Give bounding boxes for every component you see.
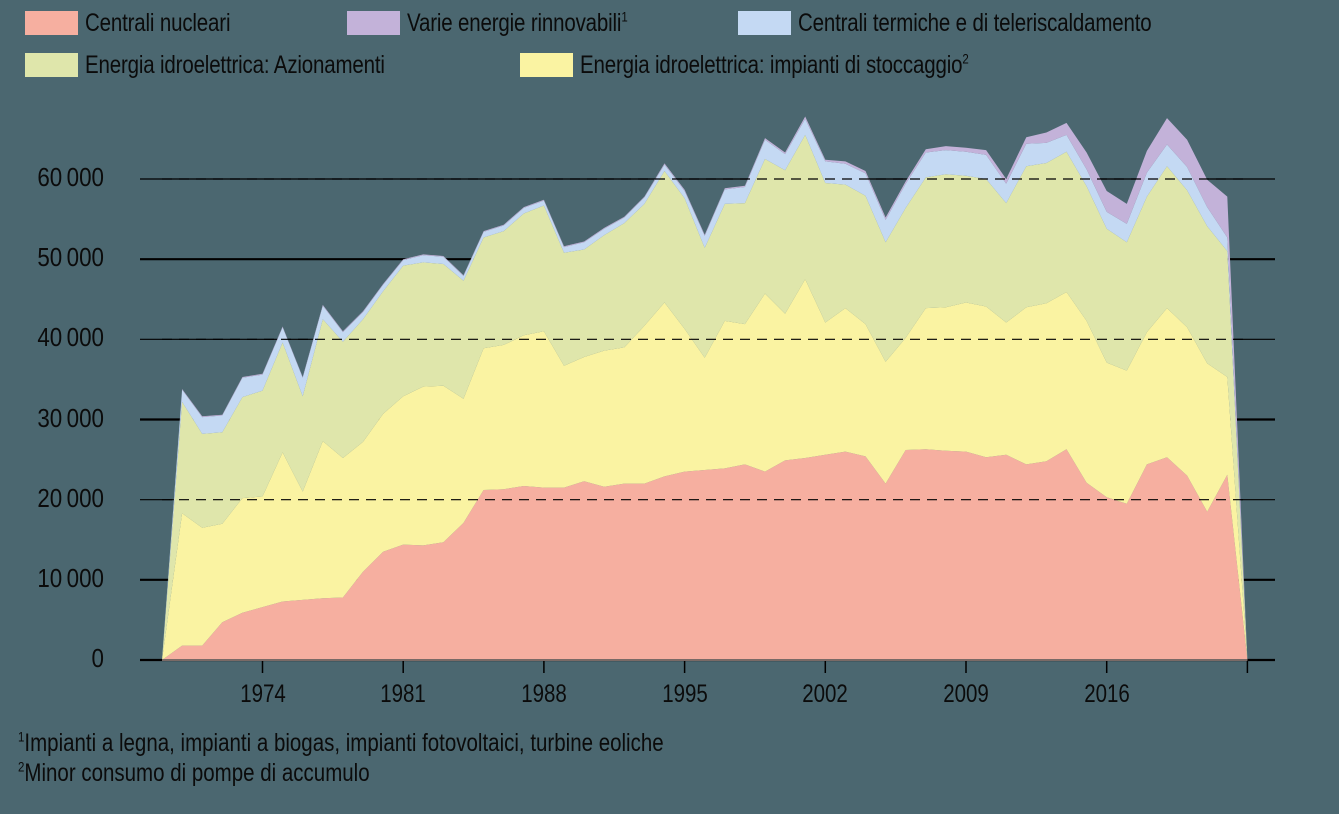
y-tick-label: 0: [91, 643, 104, 673]
legend: Centrali nucleari Varie energie rinnovab…: [0, 0, 1339, 90]
legend-item-renewables: Varie energie rinnovabili1: [347, 5, 676, 41]
y-tick-label: 50 000: [37, 242, 104, 273]
legend-item-thermal: Centrali termiche e di teleriscaldamento: [738, 5, 1229, 41]
x-tick-label: 1988: [521, 680, 567, 708]
y-tick-label: 10 000: [37, 562, 104, 593]
legend-item-run-of-river: Energia idroelettrica: Azionamenti: [25, 47, 451, 83]
legend-label: Centrali termiche e di teleriscaldamento: [798, 8, 1152, 37]
legend-item-storage: Energia idroelettrica: impianti di stocc…: [520, 47, 1054, 83]
y-tick-label: 20 000: [37, 482, 104, 513]
legend-swatch-run-of-river: [25, 53, 78, 77]
area-storage: [162, 279, 1248, 660]
legend-label: Varie energie rinnovabili1: [407, 8, 628, 37]
x-tick-label: 2016: [1083, 680, 1130, 708]
legend-label: Centrali nucleari: [85, 8, 231, 37]
x-tick-label: 2009: [943, 680, 989, 708]
x-tick-label: 1981: [380, 680, 426, 708]
legend-item-nuclear: Centrali nucleari: [25, 5, 262, 41]
area-nuclear: [162, 449, 1248, 660]
legend-label: Energia idroelettrica: Azionamenti: [85, 50, 385, 79]
x-tick-label: 2002: [802, 680, 849, 708]
x-tick-label: 1974: [239, 680, 286, 708]
y-tick-label: 60 000: [37, 162, 104, 192]
footnote-2: 2Minor consumo di pompe di accumulo: [18, 758, 370, 787]
legend-swatch-nuclear: [25, 11, 78, 35]
legend-swatch-storage: [520, 53, 573, 77]
legend-swatch-thermal: [738, 11, 791, 35]
legend-label: Energia idroelettrica: impianti di stocc…: [580, 50, 969, 79]
x-tick-label: 1995: [661, 680, 708, 708]
legend-swatch-renewables: [347, 11, 400, 35]
y-tick-label: 30 000: [37, 402, 104, 433]
footnotes: 1Impianti a legna, impianti a biogas, im…: [18, 728, 664, 788]
footnote-1: 1Impianti a legna, impianti a biogas, im…: [18, 728, 664, 757]
area-run-of-river: [162, 134, 1248, 660]
y-tick-label: 40 000: [37, 322, 104, 353]
